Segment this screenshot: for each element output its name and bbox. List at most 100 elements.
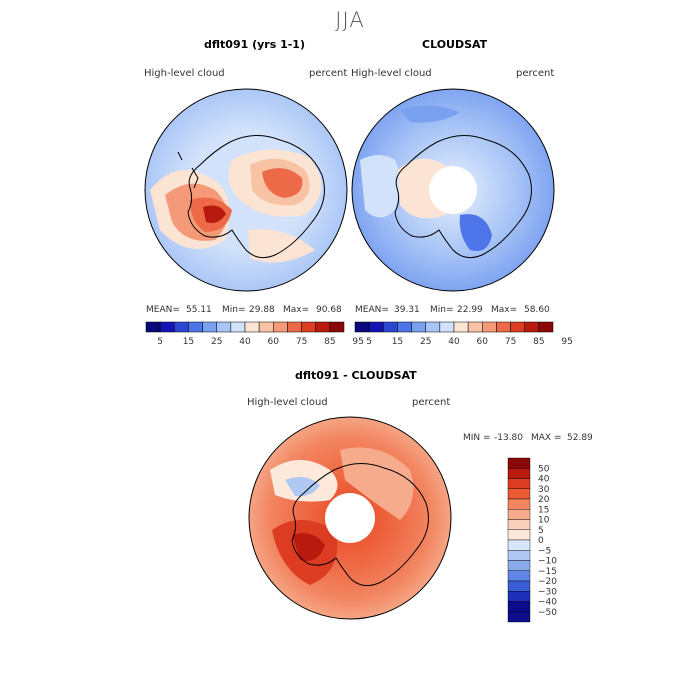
panel2-field-south-deep-blue xyxy=(459,214,492,251)
panel3-colorbar-swatch xyxy=(507,550,531,561)
panel1-title: dflt091 (yrs 1-1) xyxy=(204,38,305,51)
panel2-colorbar-swatch xyxy=(411,321,426,333)
panel2-colorbar-swatch xyxy=(453,321,469,333)
panel2-max-label: Max= xyxy=(491,305,518,315)
panel2-coastline xyxy=(394,135,532,259)
panel3-colorbar-tick-label: −30 xyxy=(538,587,557,597)
panel1-field-west-max xyxy=(203,205,226,223)
panel1-colorbar-swatch xyxy=(258,321,274,333)
panel1-variable: High-level cloud xyxy=(144,68,225,79)
panel3-colorbar-swatch xyxy=(507,478,531,489)
panel2-colorbar-swatch xyxy=(482,321,497,333)
panel1-colorbar-swatch xyxy=(329,321,345,333)
panel1-coastline xyxy=(187,135,325,259)
panel3-field-west-blue xyxy=(285,476,320,497)
panel1-colorbar-swatch xyxy=(174,321,189,333)
panel2-colorbar-swatch xyxy=(538,321,554,333)
panel1-mean-label: MEAN= xyxy=(146,305,180,315)
panel2-colorbar-tick-label: 85 xyxy=(533,337,544,347)
panel2-title: CLOUDSAT xyxy=(422,38,488,51)
panel2-colorbar-swatch xyxy=(397,321,412,333)
panel3-title: dflt091 - CLOUDSAT xyxy=(295,369,417,382)
panel3-colorbar-tick-label: −15 xyxy=(538,567,557,577)
panel1-units: percent xyxy=(309,68,348,79)
panel2-mean-label: MEAN= xyxy=(355,305,389,315)
panel2-colorbar-swatch xyxy=(354,321,370,333)
panel3-max-label: MAX = xyxy=(531,433,562,443)
panel3-field-southwest-max xyxy=(292,532,325,561)
panel2-colorbar-tick-label: 60 xyxy=(477,337,489,347)
panel1-field-south-low xyxy=(248,229,315,263)
panel3-colorbar-swatch xyxy=(507,488,531,500)
panel2-min-label: Min= xyxy=(430,305,454,315)
panel1-colorbar-swatch xyxy=(216,321,232,333)
panel1-colorbar-swatch xyxy=(230,321,246,333)
panel3-colorbar-swatch xyxy=(507,539,531,551)
panel1-colorbar-tick-label: 15 xyxy=(183,337,194,347)
panel2-colorbar-swatch xyxy=(524,321,540,333)
panel2-colorbar-swatch xyxy=(368,321,384,333)
panel1-colorbar-tick-label: 5 xyxy=(157,337,163,347)
panel2-variable: High-level cloud xyxy=(351,68,432,79)
panel3-coastline xyxy=(291,463,429,587)
panel1-colorbar-swatch xyxy=(202,321,217,333)
panel2-field-west-light xyxy=(360,155,400,218)
panel3-colorbar-tick-label: −5 xyxy=(538,546,551,556)
panel3-colorbar-swatch xyxy=(507,560,531,571)
panel3-colorbar-tick-label: 10 xyxy=(538,516,550,526)
panel1-colorbar-swatch xyxy=(287,321,302,333)
panel3-colorbar-tick-label: −10 xyxy=(538,557,557,567)
panel2-colorbar: 5 15 25 40 60 75 85 95 xyxy=(354,321,573,347)
panel2-colorbar-swatch xyxy=(510,321,525,333)
panel1-min-label: Min= xyxy=(222,305,246,315)
panel1-min: 29.88 xyxy=(249,305,275,315)
panel3-colorbar-tick-label: 30 xyxy=(538,485,550,495)
figure-title: JJA xyxy=(335,8,365,32)
panel3-colorbar-tick-label: −50 xyxy=(538,608,557,618)
panel1-map-boundary xyxy=(144,88,348,292)
panel1-field-east-high xyxy=(262,168,303,198)
panel1-colorbar-swatch xyxy=(301,321,316,333)
panel3-colorbar-swatch xyxy=(507,468,531,479)
panel3-min: -13.80 xyxy=(494,433,524,443)
panel1-max-label: Max= xyxy=(283,305,310,315)
panel1-peninsula-outline xyxy=(177,151,199,189)
panel3-colorbar-swatch xyxy=(507,498,531,510)
panel1-max: 90.68 xyxy=(316,305,342,315)
panel2-units: percent xyxy=(516,68,555,79)
panel3-colorbar-tick-label: 40 xyxy=(538,475,550,485)
panel2-colorbar-swatch xyxy=(425,321,441,333)
panel3-colorbar-swatch xyxy=(507,591,531,602)
panel1-colorbar-tick-label: 25 xyxy=(211,337,222,347)
panel3-max: 52.89 xyxy=(567,433,593,443)
panel1-colorbar-swatch xyxy=(273,321,288,333)
panel1-colorbar-swatch xyxy=(315,321,331,333)
panel2-min: 22.99 xyxy=(457,305,483,315)
panel3-colorbar-tick-label: −20 xyxy=(538,577,557,587)
panel3-map-boundary xyxy=(248,416,452,620)
panel2-max: 58.60 xyxy=(524,305,550,315)
panel1-colorbar-tick-label: 95 xyxy=(352,337,363,347)
panel2-colorbar-swatch xyxy=(496,321,511,333)
panel1-colorbar-swatch xyxy=(145,321,161,333)
panel2-field-north-blue xyxy=(400,105,460,123)
panel2-colorbar-tick-label: 15 xyxy=(392,337,403,347)
panel3-units: percent xyxy=(412,397,451,408)
panel2-mean: 39.31 xyxy=(394,305,420,315)
panel3-colorbar-tick-label: 5 xyxy=(538,526,544,536)
panel3-colorbar-swatch xyxy=(507,580,531,592)
panel1-colorbar-swatch xyxy=(244,321,260,333)
panel3-polar-hole xyxy=(325,493,375,543)
panel3-colorbar-swatch xyxy=(507,457,531,469)
panel3-colorbar-tick-label: 15 xyxy=(538,505,549,515)
panel3-colorbar-swatch xyxy=(507,529,531,541)
panel3-colorbar-swatch xyxy=(507,519,531,530)
panel1-colorbar: 5 15 25 40 60 75 85 95 xyxy=(145,321,364,347)
panel2-colorbar-tick-label: 95 xyxy=(561,337,572,347)
panel1-mean: 55.11 xyxy=(186,305,212,315)
panel3-colorbar-tick-label: 0 xyxy=(538,536,544,546)
panel1-colorbar-swatch xyxy=(188,321,203,333)
panel2-colorbar-swatch xyxy=(467,321,483,333)
panel3-field-north-low xyxy=(340,447,414,520)
